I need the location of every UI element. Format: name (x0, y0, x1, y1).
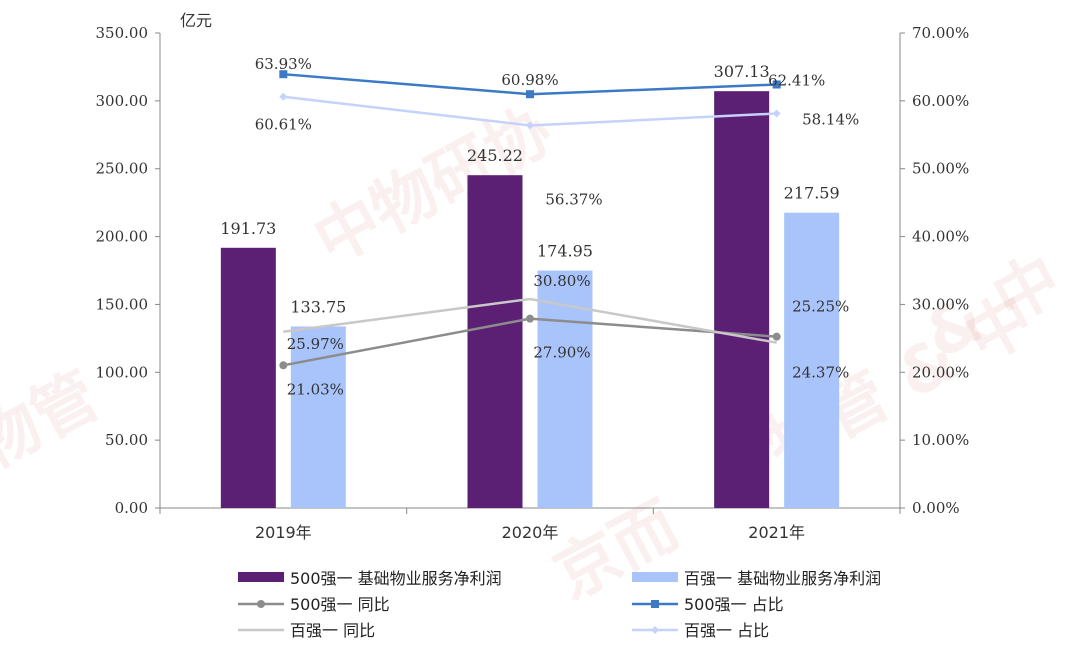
legend-label: 500强一 占比 (684, 595, 784, 614)
legend-swatch (632, 572, 678, 582)
line-data-label: 30.80% (533, 272, 590, 290)
y-tick-label-left: 250.00 (96, 160, 149, 178)
line-data-label: 60.98% (501, 71, 558, 89)
y-tick-label-left: 50.00 (105, 431, 148, 449)
legend-swatch (238, 572, 284, 582)
line-marker (526, 314, 534, 323)
y-tick-label-right: 0.00% (912, 499, 960, 517)
x-tick-label: 2019年 (255, 523, 312, 542)
bar (714, 91, 770, 508)
watermark-text-3: 物管 (0, 359, 111, 484)
y-tick-label-right: 60.00% (912, 92, 969, 110)
y-tick-label-left: 200.00 (96, 228, 149, 246)
bar (220, 247, 276, 509)
legend-label: 百强一 占比 (684, 621, 769, 640)
line-marker (279, 70, 288, 79)
y-tick-label-left: 350.00 (96, 24, 149, 42)
y-axis-unit-label: 亿元 (180, 11, 212, 30)
legend: 500强一 基础物业服务净利润 百强一 基础物业服务净利润 500强一 同比 500强… (238, 569, 881, 640)
y-tick-label-right: 10.00% (912, 431, 969, 449)
legend-label: 百强一 同比 (290, 621, 375, 640)
line-marker (279, 92, 288, 101)
x-tick-label: 2020年 (502, 523, 559, 542)
y-tick-label-right: 40.00% (912, 228, 969, 246)
y-tick-label-right: 20.00% (912, 363, 969, 381)
legend-label: 百强一 基础物业服务净利润 (684, 569, 881, 588)
line-marker (279, 361, 288, 370)
line-data-label: 24.37% (792, 364, 849, 382)
legend-marker (651, 600, 659, 608)
y-tick-label-right: 50.00% (912, 160, 969, 178)
series-line (283, 297, 777, 344)
lines (279, 70, 781, 370)
y-tick-label-left: 100.00 (96, 363, 149, 381)
line-marker (772, 332, 781, 341)
line-data-label: 21.03% (287, 380, 344, 398)
y-tick-label-right: 30.00% (912, 295, 969, 313)
bars (220, 91, 840, 509)
bar-data-label: 245.22 (467, 146, 523, 165)
line-data-label: 63.93% (255, 55, 312, 73)
line-marker (772, 109, 781, 118)
line-data-label: 27.90% (533, 344, 590, 362)
bar (537, 270, 593, 508)
legend-label: 500强一 同比 (290, 595, 390, 614)
bar (467, 175, 523, 509)
bar-data-label: 191.73 (220, 219, 276, 238)
line-data-label: 56.37% (545, 190, 602, 208)
line-data-label: 60.61% (255, 116, 312, 134)
y-tick-label-left: 0.00 (115, 499, 148, 517)
y-tick-label-right: 70.00% (912, 24, 969, 42)
bar-data-label: 174.95 (537, 242, 593, 261)
data-labels: 191.73 245.22 307.13 133.75 174.95 217.59 21.0… (220, 55, 859, 398)
legend-label: 500强一 基础物业服务净利润 (290, 569, 502, 588)
line-data-label: 25.97% (287, 335, 344, 353)
bar-data-label: 307.13 (714, 62, 770, 81)
line-data-label: 25.25% (792, 298, 849, 316)
bar (290, 326, 346, 508)
axes: 0.00 50.00 100.00 150.00 200.00 250.00 300.00 3… (96, 24, 970, 542)
legend-marker (651, 626, 659, 634)
bar-data-label: 217.59 (784, 184, 840, 203)
bar-data-label: 133.75 (290, 297, 346, 316)
bar (784, 212, 840, 508)
legend-marker (257, 600, 265, 608)
line-marker (526, 90, 534, 99)
y-tick-label-left: 150.00 (96, 295, 149, 313)
line-data-label: 58.14% (802, 110, 859, 128)
watermark-text-1: 中物研协 (303, 94, 564, 280)
x-tick-label: 2021年 (748, 523, 805, 542)
series-line (283, 317, 777, 367)
y-tick-label-left: 300.00 (96, 92, 149, 110)
line-marker (772, 80, 781, 89)
line-data-label: 62.41% (768, 72, 825, 90)
line-marker (526, 121, 534, 130)
